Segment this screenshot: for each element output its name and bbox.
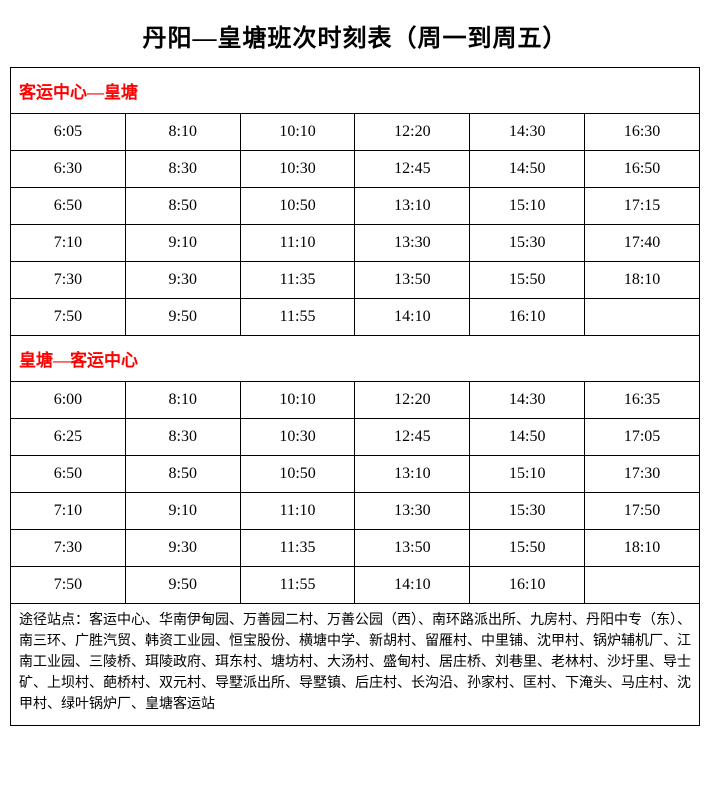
time-cell: 6:30: [11, 151, 126, 188]
table-row: 6:508:5010:5013:1015:1017:15: [11, 188, 700, 225]
table-row: 7:109:1011:1013:3015:3017:50: [11, 493, 700, 530]
time-cell: 8:10: [125, 114, 240, 151]
time-cell: 11:55: [240, 299, 355, 336]
time-cell: 10:50: [240, 188, 355, 225]
time-cell: 15:10: [470, 456, 585, 493]
table-row: 6:508:5010:5013:1015:1017:30: [11, 456, 700, 493]
table-row: 6:008:1010:1012:2014:3016:35: [11, 382, 700, 419]
time-cell: 13:30: [355, 225, 470, 262]
time-cell: 6:50: [11, 456, 126, 493]
page-title: 丹阳—皇塘班次时刻表（周一到周五）: [10, 8, 700, 67]
section-header-2: 皇塘—客运中心: [11, 336, 700, 382]
time-cell: 12:20: [355, 382, 470, 419]
time-cell: 10:10: [240, 382, 355, 419]
time-cell: 8:50: [125, 456, 240, 493]
time-cell: 14:50: [470, 419, 585, 456]
time-cell: 17:30: [585, 456, 700, 493]
time-cell: 15:30: [470, 225, 585, 262]
table-row: 7:309:3011:3513:5015:5018:10: [11, 530, 700, 567]
time-cell: 12:45: [355, 151, 470, 188]
time-cell: 9:30: [125, 262, 240, 299]
time-cell: 8:10: [125, 382, 240, 419]
table-row: 7:509:5011:5514:1016:10: [11, 299, 700, 336]
table-row: 7:309:3011:3513:5015:5018:10: [11, 262, 700, 299]
time-cell: 6:00: [11, 382, 126, 419]
time-cell: 10:10: [240, 114, 355, 151]
time-cell: 9:10: [125, 493, 240, 530]
time-cell: 18:10: [585, 530, 700, 567]
time-cell: 14:50: [470, 151, 585, 188]
time-cell: 13:10: [355, 188, 470, 225]
time-cell: 8:30: [125, 151, 240, 188]
time-cell: 13:50: [355, 530, 470, 567]
time-cell: 16:10: [470, 567, 585, 604]
time-cell: 9:50: [125, 567, 240, 604]
time-cell: 7:50: [11, 299, 126, 336]
time-cell: 8:30: [125, 419, 240, 456]
time-cell: 13:10: [355, 456, 470, 493]
time-cell: 11:35: [240, 262, 355, 299]
table-row: 6:258:3010:3012:4514:5017:05: [11, 419, 700, 456]
time-cell: 11:10: [240, 493, 355, 530]
time-cell: 7:10: [11, 493, 126, 530]
time-cell: 12:45: [355, 419, 470, 456]
table-row: 6:058:1010:1012:2014:3016:30: [11, 114, 700, 151]
time-cell: 11:55: [240, 567, 355, 604]
time-cell: 10:30: [240, 151, 355, 188]
time-cell: 14:10: [355, 567, 470, 604]
time-cell: 6:25: [11, 419, 126, 456]
time-cell: 7:30: [11, 530, 126, 567]
table-row: 6:308:3010:3012:4514:5016:50: [11, 151, 700, 188]
time-cell: 13:30: [355, 493, 470, 530]
timetable-container: 丹阳—皇塘班次时刻表（周一到周五） 客运中心—皇塘6:058:1010:1012…: [0, 0, 710, 734]
time-cell: 17:50: [585, 493, 700, 530]
time-cell: 14:30: [470, 114, 585, 151]
time-cell: 16:30: [585, 114, 700, 151]
time-cell: 11:35: [240, 530, 355, 567]
time-cell: 7:50: [11, 567, 126, 604]
table-row: 7:109:1011:1013:3015:3017:40: [11, 225, 700, 262]
time-cell: 12:20: [355, 114, 470, 151]
time-cell: 18:10: [585, 262, 700, 299]
time-cell: 15:50: [470, 262, 585, 299]
timetable: 客运中心—皇塘6:058:1010:1012:2014:3016:306:308…: [10, 67, 700, 726]
time-cell: 16:35: [585, 382, 700, 419]
time-cell: 10:50: [240, 456, 355, 493]
time-cell: 9:50: [125, 299, 240, 336]
time-cell: 17:05: [585, 419, 700, 456]
time-cell: 17:15: [585, 188, 700, 225]
time-cell: 13:50: [355, 262, 470, 299]
footer-stations: 途径站点：客运中心、华南伊甸园、万善园二村、万善公园（西）、南环路派出所、九房村…: [11, 604, 700, 726]
time-cell: [585, 299, 700, 336]
time-cell: 10:30: [240, 419, 355, 456]
time-cell: 15:10: [470, 188, 585, 225]
time-cell: 15:30: [470, 493, 585, 530]
time-cell: 16:50: [585, 151, 700, 188]
time-cell: 7:10: [11, 225, 126, 262]
time-cell: 9:10: [125, 225, 240, 262]
section-header-1: 客运中心—皇塘: [11, 68, 700, 114]
time-cell: 16:10: [470, 299, 585, 336]
time-cell: 7:30: [11, 262, 126, 299]
time-cell: 15:50: [470, 530, 585, 567]
time-cell: 6:50: [11, 188, 126, 225]
time-cell: 14:10: [355, 299, 470, 336]
time-cell: [585, 567, 700, 604]
time-cell: 6:05: [11, 114, 126, 151]
time-cell: 8:50: [125, 188, 240, 225]
time-cell: 17:40: [585, 225, 700, 262]
time-cell: 9:30: [125, 530, 240, 567]
time-cell: 11:10: [240, 225, 355, 262]
time-cell: 14:30: [470, 382, 585, 419]
table-row: 7:509:5011:5514:1016:10: [11, 567, 700, 604]
